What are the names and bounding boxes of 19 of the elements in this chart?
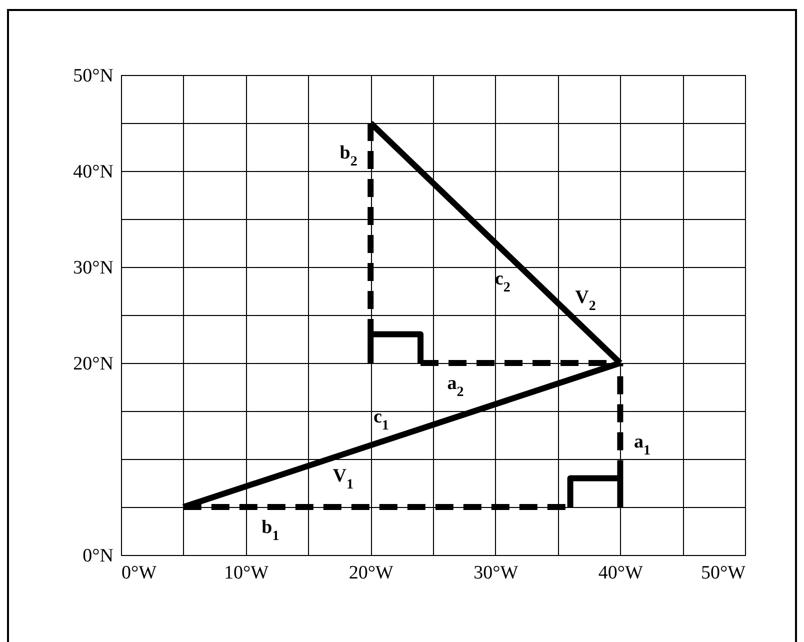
series-label: a$_{2}$: [447, 373, 464, 400]
series-label: a$_{1}$: [634, 432, 650, 458]
x-tick-label: 50°W: [700, 562, 746, 584]
x-tick-label: 20°W: [348, 562, 394, 584]
series-label: b$_{2}$: [340, 143, 358, 170]
series-label: b$_{1}$: [262, 517, 280, 544]
y-tick-label: 20°N: [73, 354, 114, 374]
x-tick-label: 40°W: [598, 562, 644, 584]
y-tick-label: 40°N: [73, 162, 114, 182]
x-tick-label: 0°W: [122, 562, 157, 584]
series-label: V$_{2}$: [575, 288, 596, 314]
annotation: c$_{2}$: [494, 268, 510, 296]
x-tick-label: 10°W: [224, 562, 269, 584]
x-tick-label: 30°W: [474, 562, 518, 584]
series-label: V$_{1}$: [332, 466, 354, 492]
y-tick-label: 50°N: [73, 66, 114, 86]
y-tick-label: 30°N: [73, 258, 114, 278]
y-tick-label: 0°N: [82, 546, 114, 566]
annotation: c$_{1}$: [373, 406, 389, 434]
